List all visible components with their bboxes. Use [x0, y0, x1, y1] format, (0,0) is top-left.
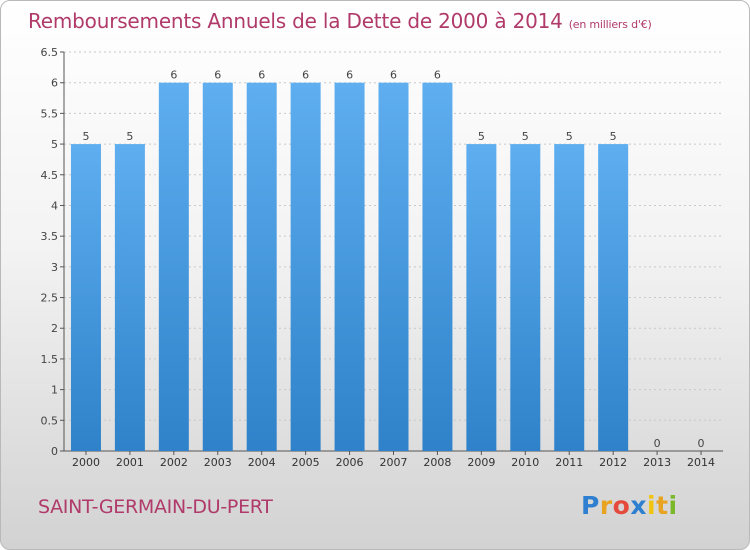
- y-tick-label: 1.5: [41, 353, 59, 366]
- x-tick-label: 2009: [467, 456, 495, 469]
- bar: [378, 82, 409, 451]
- bar: [422, 82, 453, 451]
- unit-label: (en milliers d'€): [568, 18, 652, 31]
- logo-letter: t: [656, 491, 669, 520]
- logo-letter: r: [599, 491, 613, 520]
- x-tick-label: 2001: [116, 456, 144, 469]
- x-tick-label: 2007: [380, 456, 408, 469]
- x-tick-label: 2012: [599, 456, 627, 469]
- x-tick-label: 2008: [423, 456, 451, 469]
- logo-letter: i: [668, 491, 678, 520]
- bar-value-label: 6: [214, 69, 221, 82]
- y-tick-label: 2.5: [41, 292, 59, 305]
- bar-value-label: 0: [654, 437, 661, 450]
- bar-value-label: 6: [434, 69, 441, 82]
- logo-letter: P: [581, 491, 600, 520]
- logo-letter: o: [612, 491, 631, 520]
- bar-value-label: 5: [522, 130, 529, 143]
- bar-value-label: 5: [478, 130, 485, 143]
- bar: [70, 144, 101, 452]
- bar: [290, 82, 321, 451]
- chart-title: Remboursements Annuels de la Dette de 20…: [28, 9, 652, 33]
- y-tick-label: 6.5: [41, 46, 59, 59]
- x-tick-label: 2010: [511, 456, 539, 469]
- proxiti-logo: Proxiti: [581, 491, 678, 520]
- bar: [202, 82, 233, 451]
- x-tick-label: 2003: [204, 456, 232, 469]
- x-tick-label: 2011: [555, 456, 583, 469]
- bar: [466, 144, 497, 452]
- logo-letter: x: [630, 491, 647, 520]
- x-tick-label: 2005: [292, 456, 320, 469]
- x-tick-label: 2006: [336, 456, 364, 469]
- bar: [246, 82, 277, 451]
- y-tick-label: 5: [51, 138, 58, 151]
- bar-value-label: 5: [82, 130, 89, 143]
- bar-value-label: 5: [126, 130, 133, 143]
- bar-value-label: 5: [610, 130, 617, 143]
- bar-value-label: 0: [698, 437, 705, 450]
- bar: [334, 82, 365, 451]
- bar-value-label: 6: [258, 69, 265, 82]
- y-tick-label: 4.5: [41, 169, 59, 182]
- title-text: Remboursements Annuels de la Dette de 20…: [28, 9, 563, 33]
- bar-value-label: 5: [566, 130, 573, 143]
- x-tick-label: 2002: [160, 456, 188, 469]
- y-tick-label: 6: [51, 77, 58, 90]
- bar-value-label: 6: [302, 69, 309, 82]
- bar: [158, 82, 189, 451]
- commune-name: SAINT-GERMAIN-DU-PERT: [38, 496, 273, 518]
- bar-value-label: 6: [390, 69, 397, 82]
- bar: [598, 144, 629, 452]
- bar: [114, 144, 145, 452]
- bar: [554, 144, 585, 452]
- bar-value-label: 6: [346, 69, 353, 82]
- logo-letter: i: [647, 491, 657, 520]
- bar: [510, 144, 541, 452]
- y-tick-label: 4: [51, 199, 58, 212]
- x-tick-label: 2004: [248, 456, 276, 469]
- y-tick-label: 0: [51, 445, 58, 458]
- bar-value-label: 6: [170, 69, 177, 82]
- y-tick-label: 5.5: [41, 107, 59, 120]
- y-tick-label: 1: [51, 384, 58, 397]
- x-tick-label: 2000: [72, 456, 100, 469]
- y-tick-label: 3: [51, 261, 58, 274]
- x-tick-label: 2013: [643, 456, 671, 469]
- y-tick-label: 0.5: [41, 414, 59, 427]
- y-tick-label: 2: [51, 322, 58, 335]
- x-tick-label: 2014: [687, 456, 715, 469]
- y-tick-label: 3.5: [41, 230, 59, 243]
